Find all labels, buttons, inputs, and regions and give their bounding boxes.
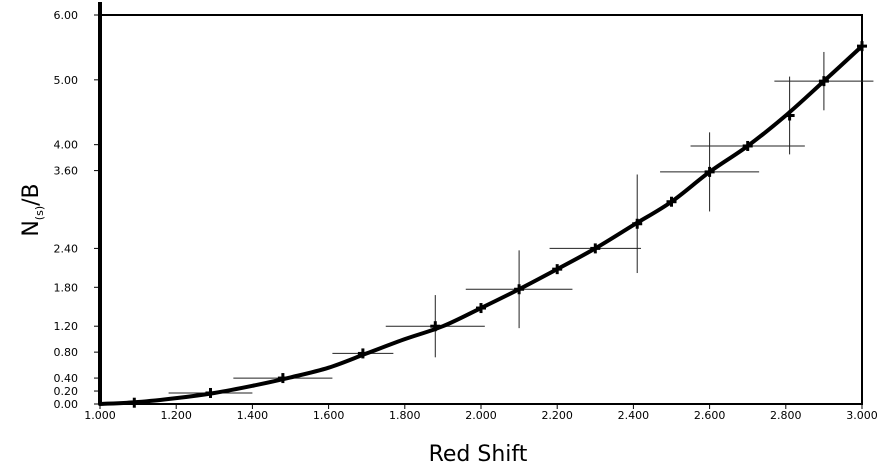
x-tick-label: 1.600 bbox=[313, 409, 345, 422]
x-axis-ticks: 1.000 1.200 1.400 1.600 1.800 2.000 2.200 2.400… bbox=[84, 404, 878, 422]
data-point bbox=[277, 373, 288, 384]
plot-border bbox=[99, 14, 863, 405]
data-point bbox=[704, 166, 715, 177]
y-tick-label: 0.40 bbox=[54, 372, 79, 385]
data-point bbox=[818, 76, 829, 87]
plot-frame bbox=[98, 2, 863, 405]
y-axis-label: N(s)/B bbox=[19, 183, 46, 236]
x-tick-label: 2.600 bbox=[694, 409, 726, 422]
y-tick-label: 5.00 bbox=[54, 74, 79, 87]
y-tick-label: 2.40 bbox=[54, 242, 79, 255]
data-point bbox=[476, 303, 486, 314]
data-point bbox=[784, 110, 795, 121]
x-tick-label: 1.400 bbox=[237, 409, 269, 422]
error-bars bbox=[168, 51, 874, 394]
y-tick-label: 0.20 bbox=[54, 385, 79, 398]
y-tick-label: 1.80 bbox=[54, 281, 79, 294]
x-tick-label: 1.800 bbox=[389, 409, 421, 422]
y-tick-label: 3.60 bbox=[54, 165, 79, 178]
data-point bbox=[430, 321, 441, 332]
y-axis-label-subscript: (s) bbox=[33, 206, 46, 220]
data-point bbox=[205, 387, 216, 398]
y-axis-label-tail: /B bbox=[19, 183, 44, 206]
y-tick-label: 0.80 bbox=[54, 346, 79, 359]
data-point bbox=[552, 264, 563, 275]
data-point bbox=[514, 284, 525, 295]
x-tick-label: 1.200 bbox=[160, 409, 192, 422]
x-tick-label: 1.000 bbox=[84, 409, 116, 422]
x-tick-label: 3.000 bbox=[846, 409, 878, 422]
x-axis-label: Red Shift bbox=[429, 442, 528, 464]
x-tick-label: 2.000 bbox=[465, 409, 497, 422]
y-axis-ticks: 0.000.200.40 0.80 1.20 1.80 2.40 3.60 4.00 5.00… bbox=[54, 9, 100, 411]
y-tick-label: 1.20 bbox=[54, 320, 79, 333]
x-tick-label: 2.400 bbox=[618, 409, 650, 422]
x-tick-label: 2.800 bbox=[770, 409, 802, 422]
data-point bbox=[590, 243, 601, 254]
data-point bbox=[857, 41, 867, 52]
data-point bbox=[632, 218, 643, 229]
fit-curve-group bbox=[98, 44, 864, 406]
data-point bbox=[666, 196, 677, 207]
y-tick-label: 6.00 bbox=[54, 9, 79, 22]
fit-curve bbox=[98, 44, 864, 406]
y-tick-label: 4.00 bbox=[54, 139, 79, 152]
data-point bbox=[742, 140, 753, 151]
y-axis-label-main: N bbox=[19, 220, 44, 236]
data-markers bbox=[129, 41, 867, 408]
y-tick-label: 0.00 bbox=[54, 398, 79, 411]
data-point bbox=[357, 348, 368, 359]
x-tick-label: 2.200 bbox=[541, 409, 573, 422]
data-point bbox=[129, 397, 140, 408]
